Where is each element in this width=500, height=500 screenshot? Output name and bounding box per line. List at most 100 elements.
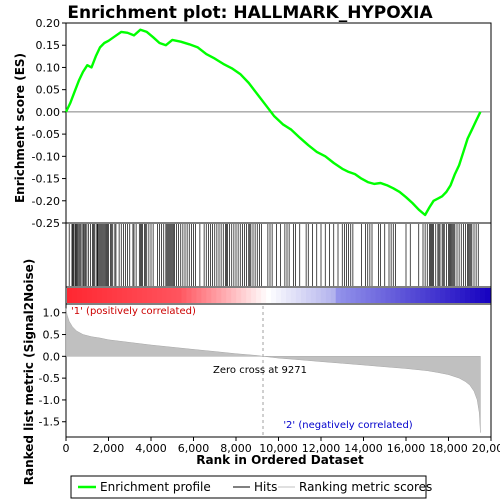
x-tick-label: 14,000 — [344, 442, 383, 455]
rank-color-cell — [405, 288, 411, 303]
rank-color-cell — [231, 288, 237, 303]
rank-color-cell — [335, 288, 342, 303]
metric-y-tick-label: 1.0 — [43, 307, 61, 320]
rank-color-cell — [72, 288, 78, 303]
rank-color-cell — [96, 288, 103, 303]
hit-markers — [68, 224, 479, 286]
metric-y-tick-label: -1.5 — [39, 416, 60, 429]
rank-color-cell — [131, 288, 138, 303]
rank-color-cell — [480, 288, 486, 303]
rank-color-cell — [400, 288, 406, 303]
rank-color-cell — [470, 288, 476, 303]
rank-color-cell — [106, 288, 113, 303]
x-tick-label: 6,000 — [178, 442, 210, 455]
metric-frame — [65, 303, 492, 438]
rank-color-cell — [126, 288, 133, 303]
rank-color-cell — [201, 288, 207, 303]
legend-label-metric: Ranking metric scores — [299, 480, 432, 494]
rank-color-cell — [460, 288, 466, 303]
hits-panel — [65, 222, 492, 288]
rank-color-cell — [111, 288, 118, 303]
rank-color-cell — [345, 288, 352, 303]
rank-color-cell — [455, 288, 461, 303]
legend-label-enrichment: Enrichment profile — [100, 480, 211, 494]
rank-color-cell — [261, 288, 267, 303]
rank-color-cell — [290, 288, 297, 303]
ranking-metric-area — [65, 308, 481, 433]
metric-x-axis: 0 2,000 4,000 6,000 8,000 10,000 12,000 14,000 1… — [63, 437, 500, 455]
rank-color-cell — [151, 288, 158, 303]
rank-color-cell — [121, 288, 128, 303]
rank-color-cell — [325, 288, 332, 303]
rank-color-cell — [440, 288, 446, 303]
rank-color-cell — [256, 288, 262, 303]
es-panel: 0.20 0.15 0.10 0.05 0.00 -0.05 -0.10 -0.15 -0.20… — [13, 17, 492, 230]
rank-color-cell — [360, 288, 367, 303]
negative-correlated-label: '2' (negatively correlated) — [283, 420, 412, 431]
es-y-tick-label: -0.25 — [32, 217, 60, 230]
rank-color-cell — [475, 288, 481, 303]
rank-color-cell — [161, 288, 168, 303]
rank-color-cell — [365, 288, 372, 303]
rank-color-cell — [176, 288, 183, 303]
rank-color-cell — [136, 288, 143, 303]
rank-color-cell — [67, 288, 73, 303]
rank-color-cell — [241, 288, 247, 303]
rank-color-cell — [181, 288, 188, 303]
x-tick-label: 8,000 — [220, 442, 252, 455]
rank-color-cell — [310, 288, 317, 303]
enrichment-profile-line — [64, 28, 482, 217]
rank-color-cell — [465, 288, 471, 303]
rank-color-cell — [370, 288, 377, 303]
rank-color-cell — [430, 288, 436, 303]
rank-color-cell — [211, 288, 217, 303]
metric-y-axis: 1.0 0.5 0.0 -0.5 -1.0 -1.5 — [39, 307, 66, 429]
rank-color-cell — [485, 288, 491, 303]
rank-color-cell — [186, 288, 192, 303]
rank-color-cell — [226, 288, 232, 303]
rank-color-cell — [246, 288, 252, 303]
chart-title: Enrichment plot: HALLMARK_HYPOXIA — [67, 3, 433, 23]
es-y-axis-label: Enrichment score (ES) — [13, 53, 27, 203]
ranked-metric-panel: 1.0 0.5 0.0 -0.5 -1.0 -1.5 0 2,000 4,000 6,000 8,… — [22, 259, 500, 486]
rank-color-cell — [77, 288, 83, 303]
x-tick-label: 10,000 — [259, 442, 298, 455]
es-y-tick-label: -0.15 — [32, 173, 60, 186]
rank-color-cell — [320, 288, 327, 303]
x-tick-label: 0 — [63, 442, 70, 455]
rank-color-cell — [350, 288, 357, 303]
rank-color-cell — [191, 288, 197, 303]
positive-correlated-label: '1' (positively correlated) — [71, 306, 196, 317]
rank-color-cell — [236, 288, 242, 303]
rank-color-cell — [330, 288, 337, 303]
es-y-tick-label: 0.05 — [36, 84, 61, 97]
legend: Enrichment profile Hits Ranking metric s… — [70, 475, 432, 499]
rank-color-cell — [410, 288, 416, 303]
rank-color-cell — [340, 288, 347, 303]
rank-color-cell — [196, 288, 202, 303]
rank-color-cell — [375, 288, 382, 303]
x-axis-label: Rank in Ordered Dataset — [196, 453, 364, 467]
rank-color-cell — [266, 288, 272, 303]
rank-color-cell — [116, 288, 123, 303]
rank-color-cell — [315, 288, 322, 303]
zero-cross-label: Zero cross at 9271 — [213, 365, 307, 376]
rank-color-cell — [171, 288, 178, 303]
rank-color-cell — [385, 288, 392, 303]
metric-y-tick-label: 0.5 — [43, 329, 61, 342]
rank-color-cell — [221, 288, 227, 303]
rank-color-cell — [141, 288, 148, 303]
x-tick-label: 2,000 — [93, 442, 125, 455]
metric-y-axis-label: Ranked list metric (Signal2Noise) — [22, 259, 36, 486]
es-y-tick-label: -0.05 — [32, 128, 60, 141]
es-y-tick-label: 0.00 — [36, 106, 61, 119]
rank-color-cell — [281, 288, 287, 303]
metric-y-tick-label: 0.0 — [43, 350, 61, 363]
rank-color-cell — [86, 288, 93, 303]
metric-y-tick-label: -1.0 — [39, 394, 60, 407]
rank-color-cell — [390, 288, 397, 303]
rank-color-cell — [206, 288, 212, 303]
es-plot-frame — [65, 22, 492, 224]
rank-color-cell — [425, 288, 431, 303]
es-y-tick-label: 0.20 — [36, 17, 61, 30]
